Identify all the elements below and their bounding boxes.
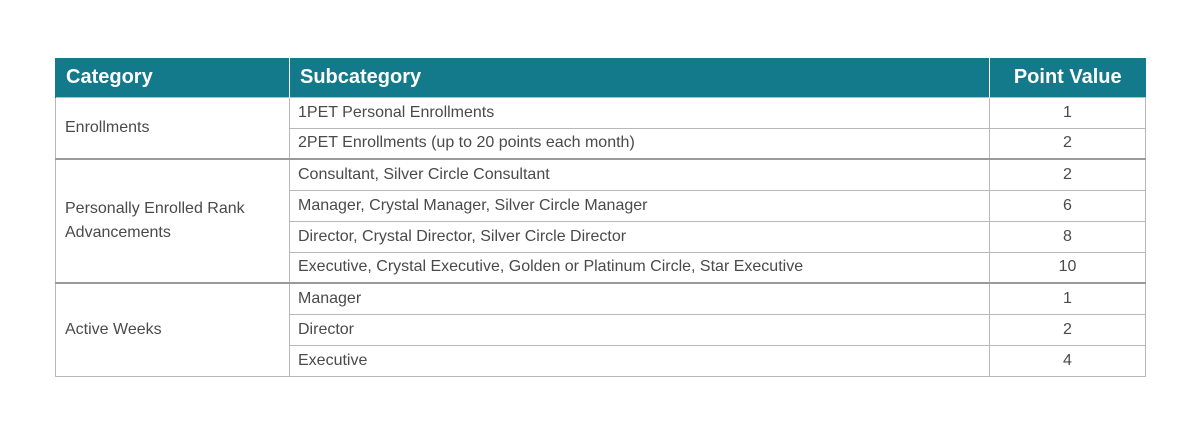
subcategory-cell: 2PET Enrollments (up to 20 points each m… [289, 127, 990, 160]
table-row: 2PET Enrollments (up to 20 points each m… [56, 127, 1146, 160]
table-row: Director, Crystal Director, Silver Circl… [56, 220, 1146, 253]
subcategory-cell: Executive, Crystal Executive, Golden or … [289, 251, 990, 284]
table-header-row: Category Subcategory Point Value [55, 58, 1146, 97]
header-subcategory: Subcategory [289, 58, 990, 97]
point-value-cell: 10 [989, 251, 1146, 284]
category-cell-active-weeks: Active Weeks [55, 282, 290, 377]
subcategory-cell: Consultant, Silver Circle Consultant [289, 158, 990, 191]
category-cell-rank-advancements: Personally Enrolled Rank Advancements [55, 158, 290, 284]
table-row: Personally Enrolled Rank Advancements Co… [55, 158, 1146, 284]
point-value-cell: 1 [989, 282, 1146, 315]
point-value-cell: 1 [989, 96, 1146, 129]
subcategory-cell: Director, Crystal Director, Silver Circl… [289, 220, 990, 253]
point-value-cell: 6 [989, 189, 1146, 222]
subcategory-cell: Director [289, 313, 990, 346]
point-value-cell: 8 [989, 220, 1146, 253]
point-value-cell: 4 [989, 344, 1146, 377]
subcategory-cell: Executive [289, 344, 990, 377]
header-category: Category [55, 58, 290, 97]
subcategory-cell: Manager [289, 282, 990, 315]
point-value-cell: 2 [989, 158, 1146, 191]
point-value-cell: 2 [989, 127, 1146, 160]
header-point-value: Point Value [989, 58, 1146, 97]
table-row: Active Weeks Manager 1 [55, 282, 1146, 377]
category-cell-enrollments: Enrollments [55, 96, 290, 160]
subcategory-cell: Manager, Crystal Manager, Silver Circle … [289, 189, 990, 222]
point-value-table: Category Subcategory Point Value Enrollm… [55, 58, 1146, 377]
subcategory-cell: 1PET Personal Enrollments [289, 96, 990, 129]
table-row: Enrollments 1PET Personal Enrollments 1 [55, 96, 1146, 160]
point-value-cell: 2 [989, 313, 1146, 346]
table-body: Enrollments 1PET Personal Enrollments 1 … [55, 96, 1146, 377]
table-row: Executive 4 [56, 344, 1146, 377]
